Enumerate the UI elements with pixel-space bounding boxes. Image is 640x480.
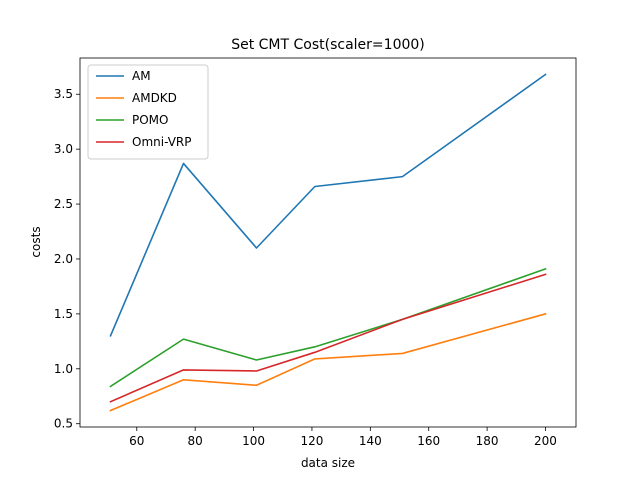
legend-label-amdkd: AMDKD: [132, 91, 177, 105]
legend-box: [87, 64, 209, 160]
legend: AM AMDKD POMO Omni-VRP: [87, 64, 209, 160]
y-tick-label: 0.5: [54, 417, 73, 431]
chart-title: Set CMT Cost(scaler=1000): [231, 37, 425, 53]
x-tick-label: 160: [417, 434, 440, 448]
legend-label-am: AM: [132, 69, 151, 83]
legend-label-pomo: POMO: [132, 113, 168, 127]
axes-frame: [79, 57, 577, 428]
y-axis-title: costs: [29, 226, 43, 257]
y-tick-label: 1.0: [54, 362, 73, 376]
legend-label-omni-vrp: Omni-VRP: [132, 135, 191, 149]
x-tick-label: 80: [188, 434, 203, 448]
y-tick-label: 3.0: [54, 142, 73, 156]
x-axis-title: data size: [301, 456, 355, 470]
x-tick-label: 100: [242, 434, 265, 448]
y-tick-label: 1.5: [54, 307, 73, 321]
x-tick-label: 120: [300, 434, 323, 448]
y-tick-label: 3.5: [54, 87, 73, 101]
x-tick-label: 140: [359, 434, 382, 448]
x-tick-label: 200: [534, 434, 557, 448]
y-tick-label: 2.0: [54, 252, 73, 266]
series-line-omni-vrp: [109, 273, 547, 403]
x-tick-label: 60: [129, 434, 144, 448]
series-line-am: [109, 73, 547, 337]
series-line-amdkd: [109, 312, 547, 412]
series-line-pomo: [109, 267, 547, 388]
plot-area: 60 80 100 120 140 160 180 200 0.5 1.0 1.5 2.0 2.5 3.0…: [54, 57, 577, 448]
y-tick-label: 2.5: [54, 197, 73, 211]
x-tick-label: 180: [476, 434, 499, 448]
